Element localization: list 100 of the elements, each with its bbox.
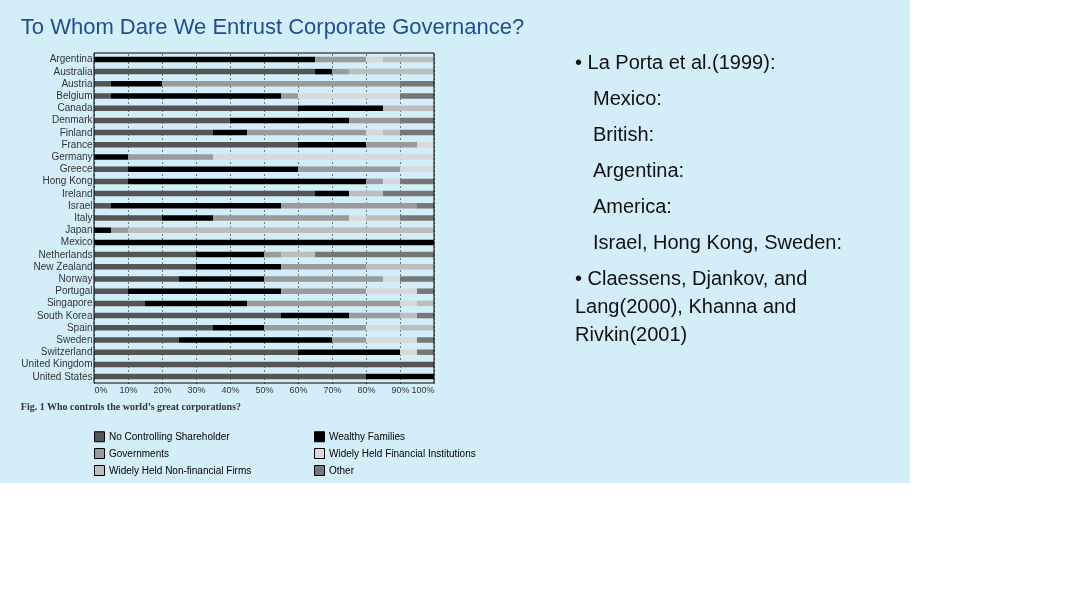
bar (366, 288, 417, 294)
y-tick-label: France (61, 138, 93, 150)
bar (247, 300, 400, 307)
bar (400, 349, 417, 355)
x-tick-label: 60% (289, 384, 308, 395)
bar (298, 142, 366, 148)
legend-label: Other (329, 464, 355, 476)
bar (366, 178, 383, 185)
bar (349, 68, 434, 75)
y-tick-label: United States (32, 370, 93, 382)
y-tick-label: Austria (61, 77, 93, 89)
x-tick-label: 70% (323, 384, 342, 395)
bar (366, 264, 434, 270)
bar (213, 154, 434, 160)
bar (213, 215, 349, 221)
bar (94, 129, 213, 136)
bar (315, 251, 434, 258)
bar (298, 93, 400, 99)
bar (400, 166, 434, 172)
bar (400, 81, 434, 87)
bar (94, 68, 315, 75)
bar (281, 288, 366, 294)
bar (94, 166, 128, 172)
bar (281, 251, 315, 258)
bar (315, 190, 349, 197)
bar (128, 178, 366, 185)
bar (94, 337, 179, 343)
bar (383, 105, 434, 111)
bar (162, 81, 400, 87)
bar (94, 215, 162, 221)
bar (128, 154, 213, 160)
bar (94, 251, 196, 258)
x-tick-label: 30% (187, 384, 206, 395)
y-tick-label: Denmark (51, 114, 94, 126)
bar (94, 361, 434, 368)
y-tick-label: Argentina (49, 53, 93, 65)
legend-label: Governments (109, 447, 170, 459)
bar (94, 105, 298, 111)
bar (281, 93, 298, 99)
bar (400, 276, 434, 282)
legend-label: No Controlling Shareholder (109, 430, 231, 442)
x-tick-label: 0% (94, 384, 108, 395)
y-tick-label: New Zealand (33, 260, 93, 272)
bar (94, 288, 128, 294)
bar (400, 93, 434, 99)
text: Israel, Hong Kong, Sweden: (593, 231, 843, 253)
y-tick-label: Spain (66, 321, 93, 333)
bar (332, 68, 349, 75)
y-tick-label: Belgium (56, 90, 93, 101)
bar (383, 276, 400, 282)
bar (400, 215, 434, 221)
bar (383, 178, 400, 185)
bar (400, 300, 417, 307)
text: America: (593, 195, 672, 217)
bar (94, 190, 315, 197)
y-tick-label: Finland (59, 126, 93, 138)
text: • La Porta et al.(1999): (575, 51, 776, 73)
bar (94, 373, 366, 380)
y-tick-label: Hong Kong (42, 175, 93, 187)
y-tick-label: Portugal (55, 285, 93, 297)
bar (366, 142, 417, 148)
bar (281, 203, 417, 209)
caption: Fig. 1 Who controls the world’s great corporations? (20, 401, 242, 412)
bar (162, 215, 213, 221)
text: Mexico: (593, 87, 662, 109)
bar (400, 325, 434, 331)
bar (128, 166, 298, 172)
bar (94, 142, 298, 148)
legend-label: Widely Held Non-financial Firms (109, 464, 252, 476)
bar (264, 325, 366, 331)
y-tick-label: Australia (53, 65, 93, 77)
text: Argentina: (593, 159, 685, 181)
y-tick-label: Israel (68, 199, 93, 211)
bar (349, 190, 383, 197)
bar (94, 264, 196, 270)
bar (94, 276, 179, 282)
bar (383, 129, 400, 136)
y-tick-label: Switzerland (40, 346, 93, 358)
bar (94, 81, 111, 87)
x-tick-label: 20% (153, 384, 172, 395)
y-tick-label: Italy (74, 212, 93, 223)
x-tick-label: 50% (255, 384, 274, 395)
y-tick-label: Germany (51, 151, 93, 162)
bar (315, 56, 366, 63)
bar (349, 312, 400, 319)
bar (94, 203, 111, 209)
text: • Claessens, Djankov, and Lang(2000), Khanna and Rivkin(2001) (575, 267, 808, 345)
y-tick-label: Norway (58, 273, 93, 284)
bar (366, 325, 400, 331)
bar (417, 337, 434, 343)
y-tick-label: South Korea (36, 309, 93, 321)
y-tick-label: Greece (59, 163, 93, 175)
bar (94, 117, 230, 124)
legend-label: Wealthy Families (329, 430, 405, 442)
x-tick-label: 40% (221, 384, 240, 395)
bar (264, 276, 383, 282)
y-tick-label: United Kingdom (21, 358, 93, 370)
bar (281, 264, 366, 270)
bar (349, 117, 400, 124)
bar (247, 129, 366, 136)
